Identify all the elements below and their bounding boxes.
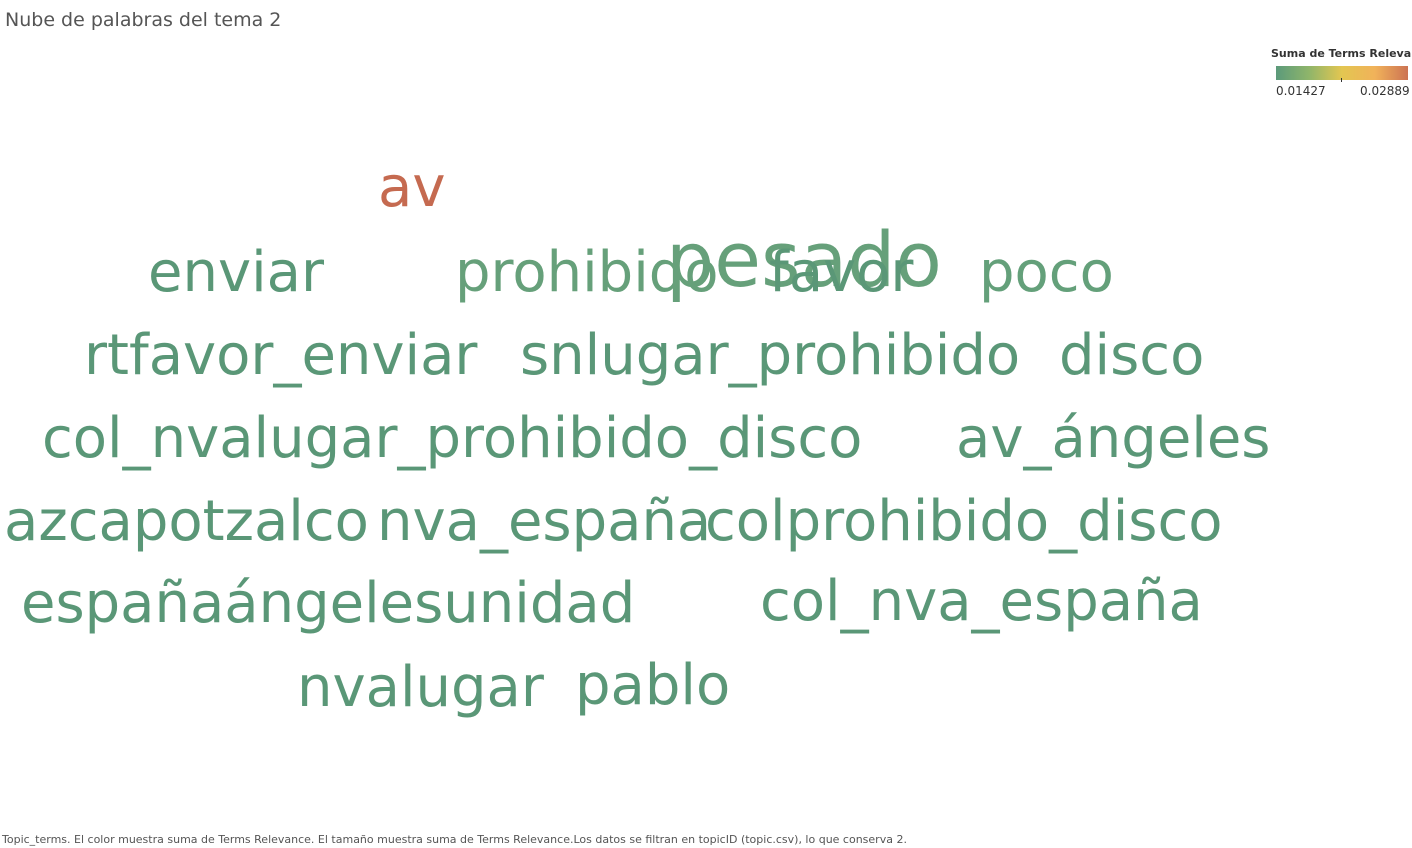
word-6[interactable]: rtfavor_enviar — [84, 323, 478, 389]
word-11[interactable]: azcapotzalco — [4, 489, 369, 555]
word-8[interactable]: disco — [1059, 323, 1205, 389]
word-16[interactable]: nvalugar — [297, 655, 544, 721]
chart-title: Nube de palabras del tema 2 — [5, 9, 282, 31]
word-17[interactable]: pablo — [575, 653, 731, 719]
legend-tick — [1341, 78, 1342, 82]
word-13[interactable]: colprohibido_disco — [705, 489, 1223, 555]
legend-max-label: 0.02889 — [1360, 84, 1410, 98]
word-0[interactable]: av — [378, 155, 446, 221]
chart-caption: Topic_terms. El color muestra suma de Te… — [2, 833, 907, 846]
legend-gradient-bar — [1276, 66, 1408, 80]
word-2[interactable]: prohibido — [455, 240, 719, 306]
word-4[interactable]: favor — [769, 240, 914, 306]
legend-min-label: 0.01427 — [1276, 84, 1326, 98]
word-12[interactable]: nva_españa — [377, 489, 712, 555]
legend-title: Suma de Terms Relevan.. — [1271, 47, 1412, 60]
word-1[interactable]: enviar — [148, 240, 324, 306]
word-7[interactable]: snlugar_prohibido — [520, 323, 1021, 389]
word-3[interactable]: pesado — [666, 215, 942, 305]
word-15[interactable]: col_nva_españa — [760, 569, 1203, 635]
word-10[interactable]: av_ángeles — [956, 406, 1271, 472]
word-14[interactable]: españaángelesunidad — [21, 571, 636, 637]
word-9[interactable]: col_nvalugar_prohibido_disco — [42, 406, 863, 472]
color-legend[interactable]: Suma de Terms Relevan.. 0.01427 0.02889 — [1271, 47, 1412, 98]
word-5[interactable]: poco — [979, 240, 1114, 306]
